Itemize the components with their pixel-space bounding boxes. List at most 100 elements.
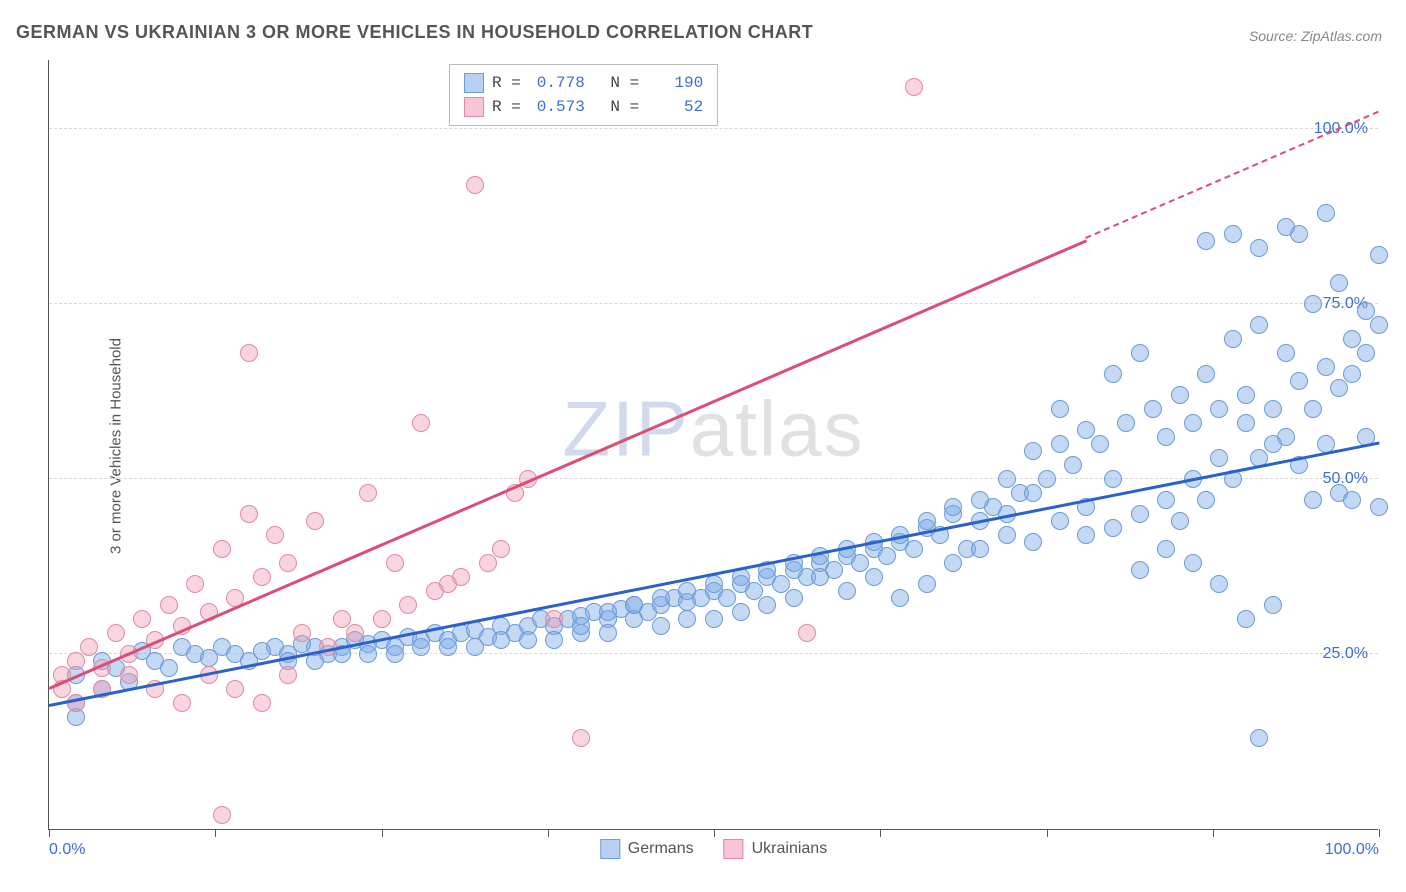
scatter-point [798,624,816,642]
scatter-point [279,666,297,684]
scatter-point [359,484,377,502]
stats-row-ukrainians: R = 0.573 N = 52 [464,95,703,119]
scatter-point [1264,596,1282,614]
scatter-point [519,631,537,649]
scatter-point [944,554,962,572]
x-tick [215,829,216,837]
scatter-point [1237,414,1255,432]
scatter-point [1317,358,1335,376]
scatter-point [878,547,896,565]
scatter-point [545,610,563,628]
scatter-point [1024,442,1042,460]
scatter-point [599,624,617,642]
swatch-ukrainians [464,97,484,117]
scatter-point [492,540,510,558]
scatter-point [678,582,696,600]
scatter-point [1237,610,1255,628]
scatter-point [160,596,178,614]
scatter-point [1264,400,1282,418]
scatter-plot-area: ZIPatlas R = 0.778 N = 190 R = 0.573 N =… [48,60,1378,830]
scatter-point [1197,232,1215,250]
scatter-point [1184,414,1202,432]
scatter-point [1370,498,1388,516]
scatter-point [1330,379,1348,397]
y-tick-label: 50.0% [1323,470,1368,488]
scatter-point [1224,330,1242,348]
scatter-point [186,575,204,593]
scatter-point [1357,302,1375,320]
legend-label-germans: Germans [628,840,694,858]
scatter-point [1117,414,1135,432]
scatter-point [67,652,85,670]
series-legend: Germans Ukrainians [600,839,827,859]
chart-title: GERMAN VS UKRAINIAN 3 OR MORE VEHICLES I… [16,22,813,43]
scatter-point [1330,274,1348,292]
legend-item-ukrainians: Ukrainians [724,839,828,859]
scatter-point [971,491,989,509]
scatter-point [918,512,936,530]
scatter-point [107,624,125,642]
source-attribution: Source: ZipAtlas.com [1249,28,1382,44]
scatter-point [412,414,430,432]
scatter-point [1277,344,1295,362]
x-tick [1047,829,1048,837]
scatter-point [439,638,457,656]
scatter-point [1250,316,1268,334]
scatter-point [293,624,311,642]
r-label: R = [492,98,521,116]
scatter-point [386,645,404,663]
scatter-point [891,589,909,607]
legend-label-ukrainians: Ukrainians [752,840,828,858]
scatter-point [466,638,484,656]
scatter-point [346,624,364,642]
scatter-point [240,505,258,523]
scatter-point [213,540,231,558]
x-tick [1213,829,1214,837]
scatter-point [998,526,1016,544]
scatter-point [944,498,962,516]
x-tick [382,829,383,837]
scatter-point [1370,316,1388,334]
scatter-point [240,344,258,362]
scatter-point [1277,218,1295,236]
scatter-point [253,694,271,712]
scatter-point [865,568,883,586]
scatter-point [279,554,297,572]
scatter-point [678,610,696,628]
scatter-point [1051,400,1069,418]
scatter-point [1131,505,1149,523]
x-tick [714,829,715,837]
scatter-point [1304,400,1322,418]
scatter-point [811,568,829,586]
r-label: R = [492,74,521,92]
gridline [49,303,1378,304]
scatter-point [1131,344,1149,362]
scatter-point [160,659,178,677]
stats-row-germans: R = 0.778 N = 190 [464,71,703,95]
r-value-ukrainians: 0.573 [529,98,585,116]
scatter-point [905,540,923,558]
scatter-point [466,176,484,194]
scatter-point [838,582,856,600]
scatter-point [1051,512,1069,530]
scatter-point [705,610,723,628]
watermark: ZIPatlas [562,384,864,475]
scatter-point [1091,435,1109,453]
r-value-germans: 0.778 [529,74,585,92]
scatter-point [1370,246,1388,264]
gridline [49,128,1378,129]
scatter-point [732,603,750,621]
x-tick-label: 100.0% [1325,841,1379,859]
scatter-point [545,631,563,649]
scatter-point [1210,449,1228,467]
scatter-point [1184,554,1202,572]
gridline [49,478,1378,479]
scatter-point [1277,428,1295,446]
scatter-point [1250,729,1268,747]
scatter-point [1024,484,1042,502]
scatter-point [1210,575,1228,593]
scatter-point [1317,204,1335,222]
scatter-point [785,589,803,607]
scatter-point [599,603,617,621]
scatter-point [1157,491,1175,509]
